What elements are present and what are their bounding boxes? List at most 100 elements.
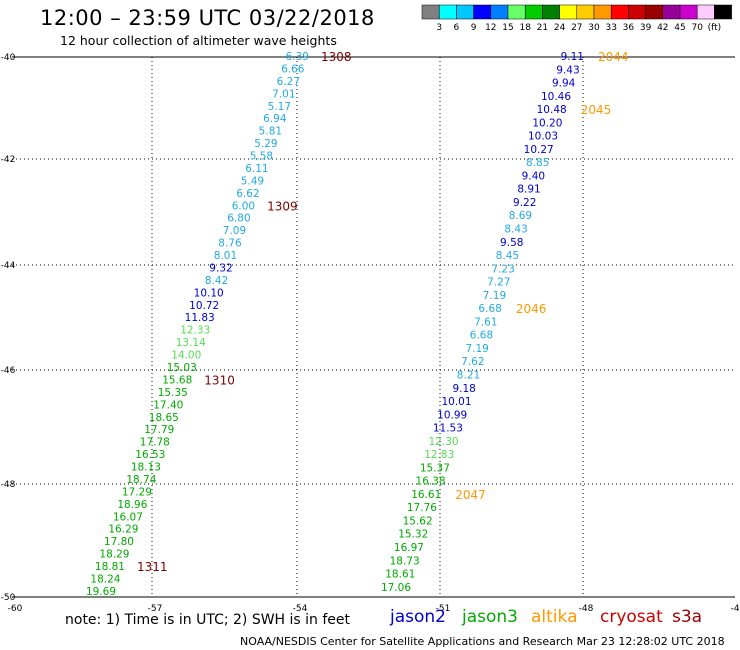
swh-value: 10.27 xyxy=(524,144,554,156)
color-scale-label: 27 xyxy=(571,23,582,33)
swh-value: 10.99 xyxy=(437,409,467,421)
latitude-label: -40 xyxy=(1,53,16,63)
color-scale-label: 36 xyxy=(623,23,635,33)
pass-number-label: 2045 xyxy=(581,103,612,117)
color-scale-label: 30 xyxy=(588,23,600,33)
swh-value: 10.48 xyxy=(537,104,567,116)
color-swatch xyxy=(473,4,492,20)
swh-value: 18.13 xyxy=(131,462,161,474)
satellite-jason3: jason3 xyxy=(462,607,518,627)
color-swatch xyxy=(679,4,698,20)
longitude-label: -57 xyxy=(148,604,163,614)
swh-value: 6.66 xyxy=(281,63,305,75)
swh-value: 8.76 xyxy=(218,238,242,250)
color-scale-label: (ft) xyxy=(708,23,722,33)
swh-value: 15.03 xyxy=(167,362,197,374)
pass-number-label: 2044 xyxy=(598,50,629,64)
color-scale-label: 6 xyxy=(454,23,460,33)
swh-value: 10.01 xyxy=(441,396,471,408)
swh-value: 8.43 xyxy=(504,224,527,236)
swh-value: 9.11 xyxy=(561,51,584,63)
color-scale-label: 42 xyxy=(657,23,668,33)
latitude-label: -50 xyxy=(1,593,16,603)
swh-value: 12.33 xyxy=(180,325,210,337)
swh-value: 10.20 xyxy=(532,117,562,129)
map-subtitle: 12 hour collection of altimeter wave hei… xyxy=(60,33,337,48)
swh-value: 6.80 xyxy=(227,213,250,225)
color-swatch xyxy=(696,4,715,20)
color-swatch xyxy=(593,4,612,20)
longitude-label: -60 xyxy=(8,604,23,614)
swh-value: 10.46 xyxy=(541,91,571,103)
color-swatch xyxy=(714,4,732,20)
swh-value: 7.19 xyxy=(483,290,506,302)
swh-value: 9.22 xyxy=(513,197,536,209)
color-swatch xyxy=(438,4,457,20)
lat-lon-grid: -60 -57 -54 -51 -48 -45 -40 -42 -44 -46 -48 -50 xyxy=(1,53,740,614)
color-swatch xyxy=(576,4,595,20)
color-scale-label: 45 xyxy=(674,23,685,33)
swh-value: 13.14 xyxy=(176,337,206,349)
latitude-label: -46 xyxy=(1,366,16,376)
latitude-label: -44 xyxy=(1,261,16,271)
swh-value: 10.10 xyxy=(194,287,224,299)
swh-value: 18.73 xyxy=(390,555,420,567)
color-scale-label: 3 xyxy=(436,23,442,33)
swh-value: 7.01 xyxy=(272,88,295,100)
swh-value: 5.17 xyxy=(268,101,291,113)
swh-value: 18.29 xyxy=(99,549,129,561)
pass-number-label: 2046 xyxy=(516,302,547,316)
color-scale-label: 9 xyxy=(471,23,477,33)
map-title: 12:00 – 23:59 UTC 03/22/2018 xyxy=(40,6,375,30)
swh-value: 9.43 xyxy=(556,64,579,76)
altimeter-track-west: 6.396.666.277.015.176.945.815.295.586.11… xyxy=(86,50,352,598)
swh-value: 16.38 xyxy=(416,476,446,488)
swh-value: 9.58 xyxy=(500,237,523,249)
swh-value: 6.27 xyxy=(277,76,300,88)
swh-value: 7.09 xyxy=(223,225,246,237)
color-scale-label: 70 xyxy=(691,23,703,33)
swh-value: 6.39 xyxy=(286,51,309,63)
swh-value: 11.53 xyxy=(433,423,463,435)
footer-note: note: 1) Time is in UTC; 2) SWH is in fe… xyxy=(65,612,351,628)
color-swatch xyxy=(490,4,509,20)
color-scale-label: 15 xyxy=(502,23,513,33)
color-swatch xyxy=(421,4,440,20)
color-swatch xyxy=(456,4,474,20)
swh-value: 5.29 xyxy=(254,138,277,150)
swh-value: 14.00 xyxy=(171,350,201,362)
swh-value: 5.49 xyxy=(241,175,264,187)
longitude-label: -54 xyxy=(293,604,308,614)
swh-value: 17.40 xyxy=(153,399,183,411)
longitude-label: -51 xyxy=(436,604,451,614)
swh-value: 7.62 xyxy=(461,356,484,368)
satellite-cryosat: cryosat xyxy=(600,607,663,627)
color-swatch xyxy=(542,4,560,20)
color-scale-label: 39 xyxy=(640,23,652,33)
swh-value: 18.74 xyxy=(126,474,156,486)
swh-value: 19.69 xyxy=(86,586,116,598)
swh-value: 16.97 xyxy=(394,542,424,554)
swh-value: 7.23 xyxy=(491,263,514,275)
longitude-label: -45 xyxy=(731,604,740,614)
swh-value: 15.35 xyxy=(158,387,188,399)
color-scale-label: 21 xyxy=(537,23,548,33)
pass-number-label: 1308 xyxy=(321,50,352,64)
map-frame xyxy=(12,56,735,598)
latitude-label: -48 xyxy=(1,480,16,490)
swh-value: 17.80 xyxy=(104,536,134,548)
swh-value: 18.81 xyxy=(95,561,125,573)
latitude-label: -42 xyxy=(1,155,16,165)
swh-value: 6.62 xyxy=(236,188,259,200)
swh-value: 18.65 xyxy=(149,412,179,424)
swh-value: 6.94 xyxy=(263,113,287,125)
swh-value: 9.40 xyxy=(522,170,545,182)
swh-value: 6.11 xyxy=(245,163,268,175)
color-swatch xyxy=(610,4,629,20)
pass-number-label: 1310 xyxy=(204,373,235,387)
color-swatch xyxy=(559,4,578,20)
swh-value: 15.68 xyxy=(162,374,192,386)
color-swatch xyxy=(662,4,681,20)
